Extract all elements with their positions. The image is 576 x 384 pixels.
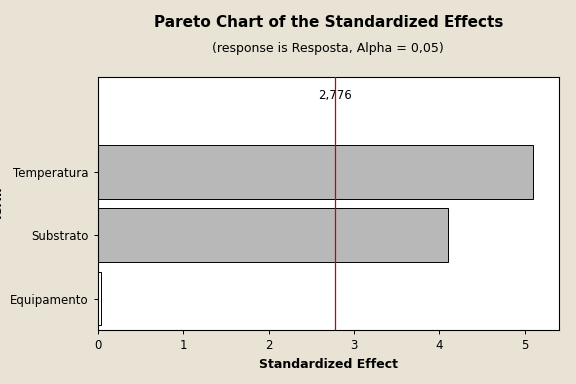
Text: 2,776: 2,776 <box>318 89 352 102</box>
Bar <box>98 271 101 326</box>
Bar <box>98 145 533 199</box>
Bar <box>98 208 448 262</box>
X-axis label: Standardized Effect: Standardized Effect <box>259 358 398 371</box>
Text: (response is Resposta, Alpha = 0,05): (response is Resposta, Alpha = 0,05) <box>213 42 444 55</box>
Y-axis label: Term: Term <box>0 186 5 221</box>
Text: Pareto Chart of the Standardized Effects: Pareto Chart of the Standardized Effects <box>154 15 503 30</box>
